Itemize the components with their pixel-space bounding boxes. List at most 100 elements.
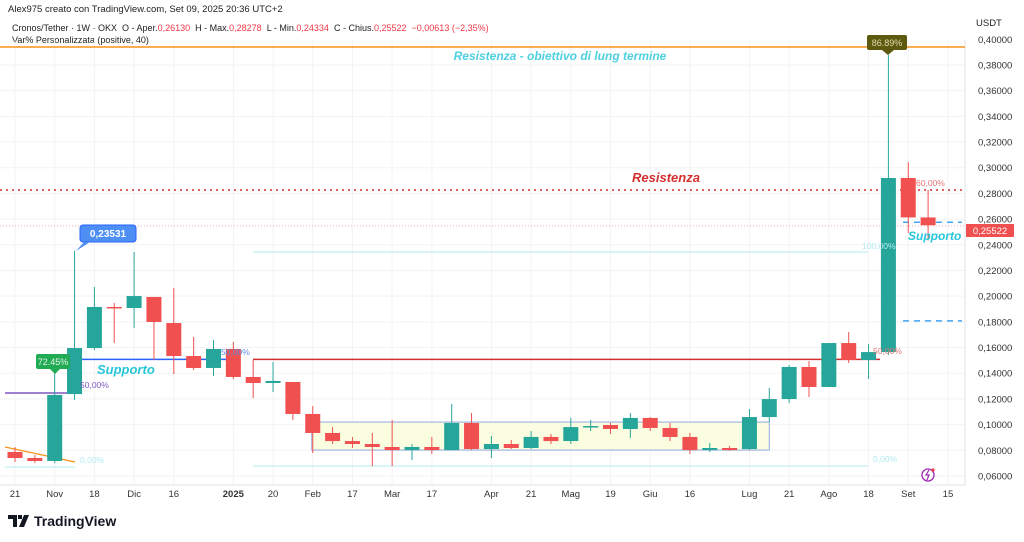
- symbol-legend: Cronos/Tether · 1W · OKX O - Aper.0,2613…: [12, 22, 489, 46]
- price-tick: 0,18000: [978, 317, 1012, 328]
- candle-up: [265, 380, 281, 384]
- symbol-title[interactable]: Cronos/Tether · 1W · OKX: [12, 23, 118, 33]
- candle-down: [642, 417, 658, 428]
- candle-down: [543, 436, 559, 442]
- price-tick: 0,36000: [978, 86, 1012, 97]
- candle-down: [841, 343, 857, 361]
- time-tick: 15: [943, 489, 954, 500]
- time-tick: Apr: [484, 489, 499, 500]
- time-tick: 21: [526, 489, 537, 500]
- support-left-label: Supporto: [97, 362, 155, 377]
- price-tick: 0,20000: [978, 292, 1012, 303]
- candle-up: [563, 427, 579, 442]
- candle-down: [166, 323, 182, 357]
- price-tick: 0,10000: [978, 420, 1012, 431]
- time-tick: Ago: [820, 489, 837, 500]
- time-tick: Giu: [643, 489, 658, 500]
- time-tick: 17: [427, 489, 438, 500]
- candle-down: [801, 366, 817, 387]
- tradingview-logo: TradingView: [8, 513, 116, 529]
- candle-up: [741, 417, 757, 450]
- fib-50-right-label: 50,00%: [873, 346, 902, 356]
- candle-down: [424, 446, 440, 451]
- candle-up: [781, 366, 797, 400]
- candle-down: [503, 444, 519, 448]
- time-tick: 2025: [223, 489, 245, 500]
- change-value: −0,00613 (−2,35%): [411, 23, 489, 33]
- candle-down: [464, 422, 480, 450]
- currency-label: USDT: [976, 18, 1002, 29]
- price-tick: 0,34000: [978, 112, 1012, 123]
- price-tick: 0,38000: [978, 60, 1012, 71]
- candle-down: [7, 451, 23, 459]
- price-tick: 0,06000: [978, 472, 1012, 483]
- pct-8689-callout: [867, 35, 907, 50]
- close-value: 0,25522: [373, 23, 407, 33]
- candle-up: [583, 426, 599, 428]
- price-tick: 0,28000: [978, 189, 1012, 200]
- lightning-bolt-icon: [924, 469, 930, 481]
- last-price-label: 0,25522: [973, 226, 1007, 237]
- close-label: C - Chius.: [333, 23, 374, 33]
- support-right-label: Supporto: [908, 229, 961, 243]
- time-tick: 17: [347, 489, 358, 500]
- candle-down: [662, 427, 678, 437]
- chart-credit: Alex975 creato con TradingView.com, Set …: [8, 4, 283, 15]
- candle-down: [603, 425, 618, 429]
- candle-up: [861, 352, 877, 361]
- high-label: H - Max.: [195, 23, 230, 33]
- time-tick: 18: [89, 489, 100, 500]
- candle-down: [384, 446, 400, 451]
- candle-up: [761, 399, 777, 418]
- time-tick: Mar: [384, 489, 400, 500]
- price-tick: 0,32000: [978, 138, 1012, 149]
- time-tick: 19: [605, 489, 616, 500]
- fib-60-label: 60,00%: [916, 178, 945, 188]
- price-tick: 0,08000: [978, 446, 1012, 457]
- candle-down: [285, 381, 301, 414]
- high-value: 0,28278: [229, 23, 262, 33]
- candle-up: [622, 417, 638, 429]
- price-tick: 0,26000: [978, 215, 1012, 226]
- notification-dot-icon: [931, 468, 935, 472]
- time-tick: Mag: [562, 489, 580, 500]
- candle-down: [27, 458, 43, 461]
- candle-up: [821, 343, 837, 387]
- candle-up: [67, 348, 83, 395]
- last-price-tag: [966, 224, 1014, 237]
- indicator-legend[interactable]: Var% Personalizzata (positive, 40): [12, 35, 149, 45]
- candle-down: [900, 177, 916, 218]
- candle-up: [523, 436, 539, 448]
- open-value: 0,26130: [157, 23, 191, 33]
- high-callout-pointer: [76, 242, 90, 251]
- candle-up: [206, 348, 221, 368]
- time-tick: Nov: [46, 489, 63, 500]
- time-tick: 21: [784, 489, 795, 500]
- candle-down: [305, 413, 321, 433]
- fib-100-label: 100,00%: [862, 241, 896, 251]
- open-label: O - Aper.: [122, 23, 158, 33]
- candle-down: [106, 306, 122, 309]
- candle-up: [702, 447, 718, 451]
- time-tick: 18: [863, 489, 874, 500]
- low-label: L - Min.: [266, 23, 297, 33]
- fib-0-label: 0,00%: [873, 454, 898, 464]
- pct-7245-pointer: [50, 369, 60, 374]
- candle-down: [146, 296, 162, 322]
- fib-50-left-label: 50,00%: [80, 380, 109, 390]
- tradingview-logo-icon: [8, 515, 29, 527]
- range-box: [311, 421, 770, 451]
- price-tick: 0,30000: [978, 163, 1012, 174]
- pct-7245-callout: [36, 354, 70, 369]
- price-tick: 0,12000: [978, 394, 1012, 405]
- resistance-label: Resistenza: [632, 170, 700, 185]
- time-tick: 20: [268, 489, 279, 500]
- high-callout: [79, 224, 137, 243]
- candle-down: [325, 432, 341, 442]
- candle-down: [920, 217, 936, 226]
- candle-up: [126, 296, 142, 308]
- pct-7245-label: 72.45%: [38, 357, 69, 367]
- candle-up: [483, 444, 499, 450]
- time-tick: Set: [901, 489, 916, 500]
